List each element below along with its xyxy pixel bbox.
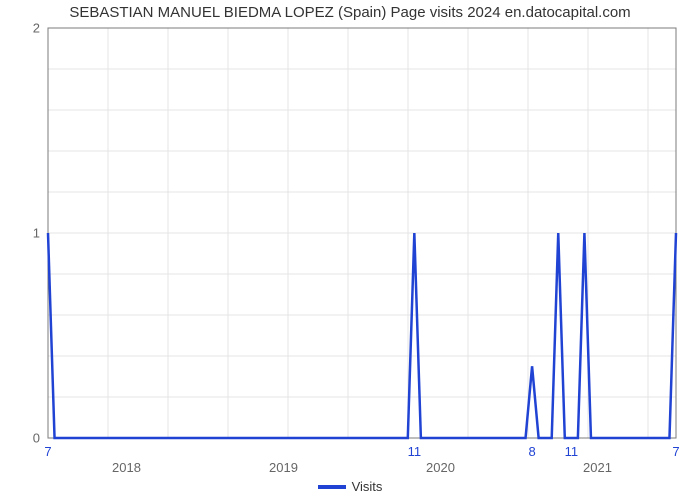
visits-line <box>48 233 676 438</box>
chart-title: SEBASTIAN MANUEL BIEDMA LOPEZ (Spain) Pa… <box>0 4 700 21</box>
y-tick-label: 1 <box>33 226 48 241</box>
x-year-label: 2018 <box>112 438 141 475</box>
x-year-label: 2019 <box>269 438 298 475</box>
x-value-label: 11 <box>565 438 579 459</box>
x-value-label: 8 <box>528 438 535 459</box>
legend-label: Visits <box>352 479 383 494</box>
plot-area: 01220182019202020217118117 <box>48 28 676 438</box>
x-year-label: 2020 <box>426 438 455 475</box>
x-value-label: 11 <box>408 438 422 459</box>
x-value-label: 7 <box>672 438 679 459</box>
legend: Visits <box>0 479 700 494</box>
chart-container: SEBASTIAN MANUEL BIEDMA LOPEZ (Spain) Pa… <box>0 0 700 500</box>
line-chart-svg <box>48 28 676 438</box>
x-value-label: 7 <box>44 438 51 459</box>
x-year-label: 2021 <box>583 438 612 475</box>
y-tick-label: 2 <box>33 21 48 36</box>
legend-swatch <box>318 485 346 489</box>
